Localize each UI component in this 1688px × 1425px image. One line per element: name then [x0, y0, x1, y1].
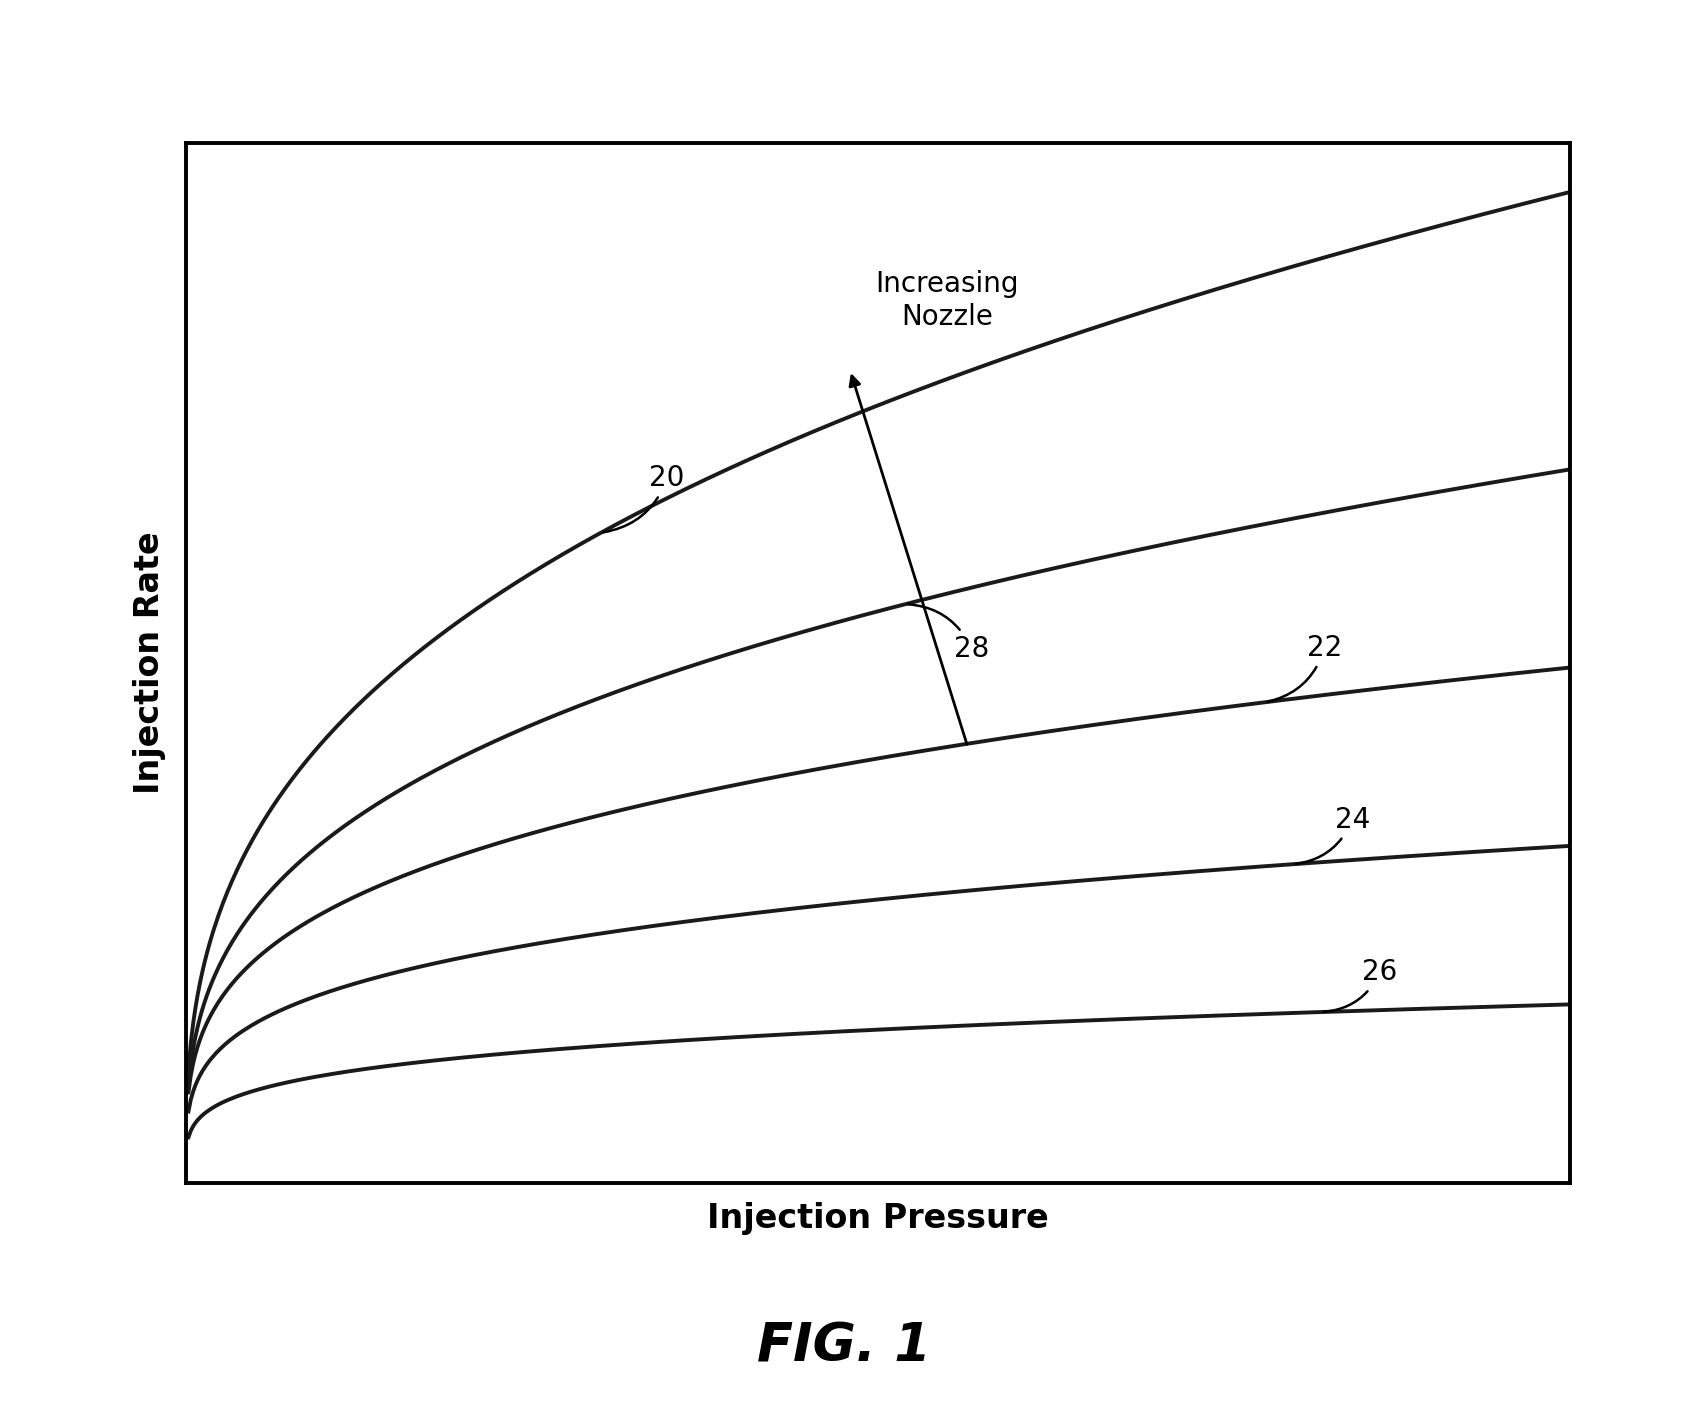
- Y-axis label: Injection Rate: Injection Rate: [133, 532, 165, 794]
- Text: 26: 26: [1323, 959, 1398, 1012]
- Text: 20: 20: [604, 465, 685, 533]
- X-axis label: Injection Pressure: Injection Pressure: [707, 1203, 1048, 1235]
- Text: 28: 28: [908, 604, 989, 663]
- Text: FIG. 1: FIG. 1: [756, 1321, 932, 1372]
- Text: 24: 24: [1296, 805, 1369, 864]
- Text: Increasing
Nozzle: Increasing Nozzle: [874, 271, 1020, 331]
- Text: 22: 22: [1268, 634, 1342, 701]
